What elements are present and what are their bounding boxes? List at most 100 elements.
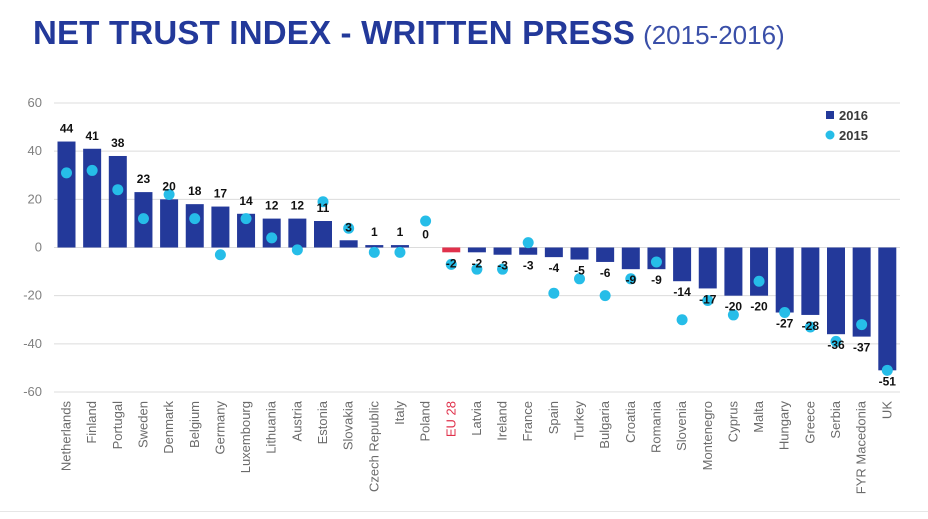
data-label: -36 bbox=[827, 338, 845, 352]
x-category-label: Estonia bbox=[315, 400, 330, 444]
dot-2015 bbox=[266, 232, 278, 244]
bar bbox=[211, 206, 230, 248]
y-tick-label: -40 bbox=[23, 336, 42, 351]
data-label: -4 bbox=[549, 261, 560, 275]
bar bbox=[160, 199, 179, 248]
bar bbox=[570, 247, 589, 260]
dot-2015 bbox=[368, 246, 380, 258]
data-label: -3 bbox=[523, 259, 534, 273]
x-category-label: Montenegro bbox=[700, 401, 715, 470]
data-label: -17 bbox=[699, 292, 717, 306]
x-category-label: Malta bbox=[751, 400, 766, 433]
x-category-label: Turkey bbox=[572, 401, 587, 441]
x-category-label: FYR Macedonia bbox=[854, 400, 869, 494]
dot-2015 bbox=[317, 196, 329, 208]
y-tick-label: 0 bbox=[35, 240, 42, 255]
dot-2015 bbox=[86, 164, 98, 176]
bar bbox=[314, 221, 332, 248]
x-category-label: Romania bbox=[648, 400, 663, 453]
bar bbox=[878, 247, 897, 371]
dot-2015 bbox=[779, 307, 791, 319]
dot-2015 bbox=[291, 244, 303, 256]
y-tick-label: -20 bbox=[23, 288, 42, 303]
dot-2015 bbox=[394, 246, 406, 258]
dot-2015 bbox=[574, 273, 585, 285]
bar bbox=[698, 247, 717, 289]
x-category-label: Spain bbox=[546, 401, 561, 434]
bar bbox=[467, 247, 486, 253]
data-label: -6 bbox=[600, 266, 611, 280]
data-label: -9 bbox=[625, 273, 636, 287]
dot-2015 bbox=[727, 309, 739, 321]
bottom-divider bbox=[0, 511, 928, 512]
dot-2015 bbox=[650, 256, 662, 268]
data-label: 41 bbox=[85, 129, 99, 143]
bar bbox=[596, 247, 615, 262]
title-main: NET TRUST INDEX - WRITTEN PRESS bbox=[33, 14, 636, 51]
x-category-label: Poland bbox=[418, 401, 433, 441]
data-label: 12 bbox=[291, 199, 305, 213]
bar bbox=[365, 245, 384, 248]
dot-2015 bbox=[445, 258, 457, 270]
x-category-label: Slovakia bbox=[341, 400, 356, 450]
y-tick-label: -60 bbox=[23, 384, 42, 399]
x-category-label: Greece bbox=[802, 401, 817, 444]
bar bbox=[83, 148, 102, 248]
y-tick-label: 20 bbox=[28, 191, 42, 206]
data-label: 17 bbox=[214, 187, 228, 201]
data-label: -3 bbox=[497, 259, 508, 273]
y-tick-label: 40 bbox=[28, 143, 42, 158]
bar bbox=[801, 247, 820, 315]
bar bbox=[852, 247, 871, 337]
dot-2015 bbox=[804, 321, 816, 333]
dot-2015 bbox=[702, 294, 714, 306]
legend-label-2016: 2016 bbox=[839, 108, 868, 123]
x-category-label: Finland bbox=[84, 401, 99, 444]
dot-2015 bbox=[163, 189, 175, 201]
dot-2015 bbox=[830, 335, 842, 347]
x-category-label: Lithuania bbox=[264, 400, 279, 454]
bar bbox=[775, 247, 794, 313]
bar bbox=[493, 247, 512, 255]
data-label: 1 bbox=[371, 225, 378, 239]
x-category-label: Italy bbox=[392, 401, 407, 425]
dot-2015 bbox=[471, 263, 483, 275]
data-label: 1 bbox=[397, 225, 404, 239]
dot-2015 bbox=[625, 273, 637, 285]
dot-2015 bbox=[676, 314, 688, 326]
bar bbox=[621, 247, 640, 270]
dot-2015 bbox=[753, 275, 765, 287]
data-label: 11 bbox=[317, 201, 330, 215]
x-category-label: EU 28 bbox=[443, 401, 458, 437]
legend-swatch-2015 bbox=[825, 130, 835, 140]
dot-2015 bbox=[881, 364, 893, 376]
data-label: -28 bbox=[802, 319, 820, 333]
legend-swatch-2016 bbox=[826, 111, 834, 119]
dot-2015 bbox=[420, 215, 432, 227]
x-category-label: Cyprus bbox=[725, 401, 740, 443]
bar bbox=[185, 204, 204, 248]
x-category-label: France bbox=[520, 401, 535, 441]
legend-label-2015: 2015 bbox=[839, 128, 868, 143]
bar bbox=[390, 245, 409, 248]
bar bbox=[237, 213, 256, 248]
x-category-label: Czech Republic bbox=[366, 401, 381, 493]
x-category-label: Denmark bbox=[161, 401, 176, 454]
x-category-label: Austria bbox=[289, 400, 304, 441]
data-label: -27 bbox=[776, 317, 794, 331]
bar bbox=[724, 247, 743, 296]
bar bbox=[339, 240, 358, 248]
dot-2015 bbox=[497, 263, 509, 275]
x-category-label: Portugal bbox=[110, 401, 125, 450]
dot-2015 bbox=[343, 222, 355, 234]
bar bbox=[288, 218, 307, 248]
x-category-label: Latvia bbox=[469, 400, 484, 435]
bar bbox=[108, 155, 127, 248]
data-label: 14 bbox=[239, 194, 253, 208]
data-label: -5 bbox=[574, 264, 585, 278]
dot-2015 bbox=[137, 213, 149, 225]
data-label: -37 bbox=[853, 341, 871, 355]
x-category-label: Bulgaria bbox=[597, 400, 612, 448]
dot-2015 bbox=[214, 249, 226, 261]
dot-2015 bbox=[599, 290, 611, 302]
